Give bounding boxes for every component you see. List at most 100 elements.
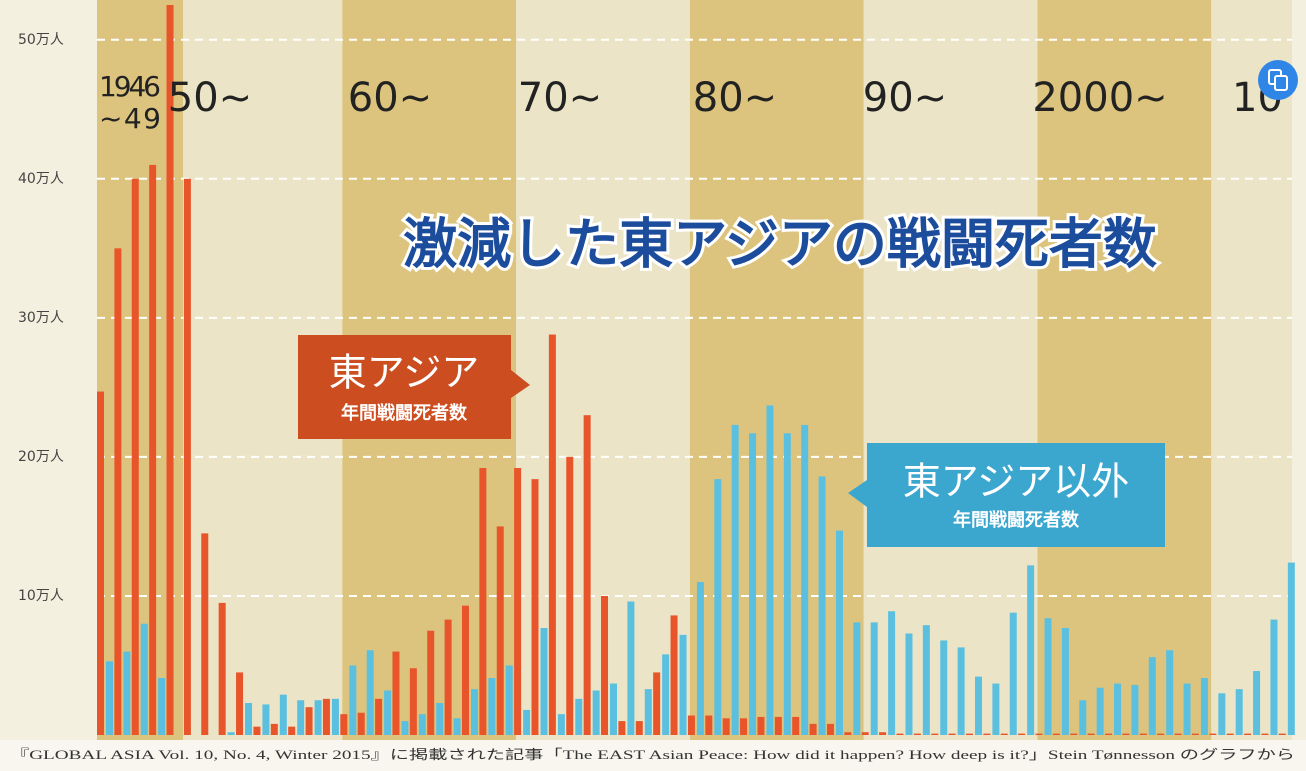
bar <box>444 619 452 735</box>
bar <box>1122 733 1130 735</box>
bar <box>670 615 678 735</box>
bar <box>1148 657 1156 735</box>
decade-label: 2000~ <box>1032 75 1167 121</box>
bar <box>349 665 357 735</box>
bar <box>253 726 261 735</box>
bar <box>957 647 965 735</box>
bar <box>453 718 461 735</box>
bar <box>1209 733 1217 735</box>
bar <box>1000 733 1008 735</box>
bar <box>279 694 287 735</box>
bar <box>975 676 982 735</box>
bar <box>1052 733 1060 735</box>
legend-sublabel: 年間戦闘死者数 <box>953 509 1080 531</box>
bar <box>714 479 722 735</box>
bar <box>1244 733 1252 735</box>
bar <box>131 178 139 736</box>
bar <box>731 424 739 735</box>
bar <box>618 721 626 735</box>
legend-east-asia: 東アジア 年間戦闘死者数 <box>298 335 530 439</box>
bar <box>966 733 973 735</box>
bar <box>149 164 157 735</box>
bar <box>1191 733 1199 735</box>
bar <box>644 689 652 735</box>
legend-sublabel: 年間戦闘死者数 <box>341 402 468 424</box>
bar <box>566 456 574 735</box>
bar <box>557 714 565 735</box>
bar <box>635 721 643 735</box>
bar <box>436 703 444 735</box>
bar <box>114 248 122 736</box>
decade-label: 50~ <box>168 75 252 121</box>
bar <box>479 468 487 735</box>
bar <box>1061 627 1069 735</box>
bar <box>853 622 861 735</box>
legend-box <box>298 335 511 439</box>
bar <box>575 698 583 735</box>
bar <box>523 709 531 735</box>
bar <box>366 650 374 735</box>
decade-label: 80~ <box>693 75 777 121</box>
bar <box>418 714 426 735</box>
bar <box>1261 733 1269 735</box>
bar <box>844 732 852 735</box>
bar <box>757 716 765 735</box>
copy-icon[interactable] <box>1258 60 1298 100</box>
bar <box>1131 684 1139 735</box>
bar <box>627 601 635 735</box>
bar <box>314 700 322 735</box>
bar <box>392 651 400 735</box>
bar <box>97 391 104 735</box>
bar <box>870 622 878 735</box>
bar <box>140 623 148 735</box>
source-note: 『GLOBAL ASIA Vol. 10, No. 4, Winter 2015… <box>10 747 1295 762</box>
legend-label: 東アジア以外 <box>903 460 1129 504</box>
bar <box>801 424 809 735</box>
labels: 1946~49 50~ 60~ 70~ 80~ 90~ 2000~ 1010万人20万人30万… <box>18 32 1283 604</box>
legend-pointer <box>848 480 867 507</box>
bar <box>322 698 330 735</box>
decade-label: 70~ <box>518 75 602 121</box>
bar <box>1105 733 1113 735</box>
legend-box <box>867 443 1165 547</box>
bar <box>270 723 278 735</box>
bar <box>861 732 869 735</box>
bar <box>1174 733 1182 735</box>
bar <box>662 654 670 735</box>
icon-glyph[interactable] <box>1274 75 1288 91</box>
legend-other: 東アジア以外 年間戦闘死者数 <box>848 443 1165 547</box>
bar <box>948 733 956 735</box>
bar <box>227 732 235 735</box>
bar <box>705 715 713 735</box>
bar <box>505 665 513 735</box>
bar <box>245 703 253 735</box>
bar <box>375 698 383 735</box>
decade-label: 60~ <box>348 75 432 121</box>
bar <box>922 625 930 735</box>
bar <box>297 700 305 735</box>
bar <box>1278 733 1286 735</box>
bar <box>1027 565 1035 735</box>
bar <box>687 715 695 735</box>
bar <box>992 683 1000 735</box>
decade-label: 90~ <box>863 75 947 121</box>
bar <box>548 334 556 735</box>
bar <box>331 698 339 735</box>
decade-band <box>1037 0 1212 740</box>
bar <box>409 668 417 735</box>
bar <box>792 716 800 735</box>
bar <box>809 723 817 735</box>
decade-label: ~49 <box>99 102 161 135</box>
bar <box>158 677 166 735</box>
bar <box>1183 683 1191 735</box>
footer-bg <box>0 740 1306 771</box>
bar <box>1070 733 1078 735</box>
y-tick-label: 30万人 <box>18 310 64 326</box>
bar <box>218 602 226 735</box>
bar <box>653 672 661 735</box>
bar <box>818 476 826 735</box>
bar <box>340 714 348 735</box>
bar <box>488 677 496 735</box>
bar <box>540 627 548 735</box>
y-tick-label: 10万人 <box>18 588 64 604</box>
